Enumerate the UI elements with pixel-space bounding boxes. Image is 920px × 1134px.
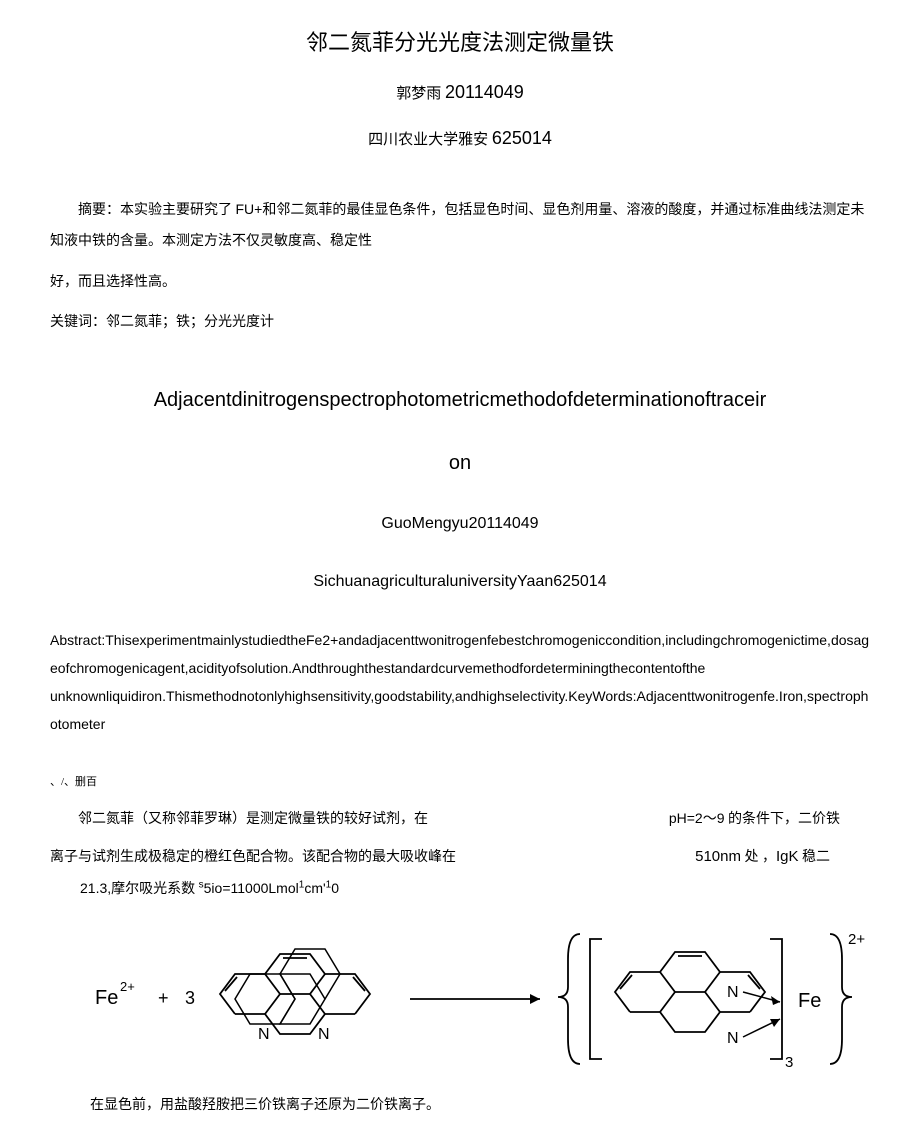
title-en-line1: Adjacentdinitrogenspectrophotometricmeth… [50,389,870,412]
keywords-text: 邻二氮菲；铁；分光光度计 [106,315,274,330]
cm: cm' [304,880,325,896]
abstract-fu: FU+ [236,201,263,217]
affiliation-text: 四川农业大学雅安 [368,132,488,148]
ph-suffix: 的条件下，二价铁 [725,812,841,827]
right-brace [830,934,852,1064]
affiliation-line: 四川农业大学雅安 625014 [50,128,870,149]
abstract-cn: 摘要：本实验主要研究了 FU+和邻二氮菲的最佳显色条件，包括显色时间、显色剂用量… [50,194,870,258]
abstract-en: Abstract:ThisexperimentmainlystudiedtheF… [50,626,870,738]
abstract-text-3: 好，而且选择性高。 [50,275,176,290]
chemical-equation: Fe 2+ + 3 N N [50,919,870,1079]
body-row1-left: 邻二氮菲（又称邻菲罗琳）是测定微量铁的较好试剂，在 [50,806,428,834]
abstract-label: 摘要： [78,203,120,218]
body-text: 邻二氮菲（又称邻菲罗琳）是测定微量铁的较好试剂，在 pH=2〜9 的条件下，二价… [50,804,870,904]
abstract-text-1: 本实验主要研究了 [120,203,232,218]
fe-reactant: Fe [95,987,118,1009]
product-subscript: 3 [785,1054,793,1071]
body-row3: 21.3,摩尔吸光系数 s5io=11000Lmol1cm'10 [50,874,870,904]
arrow-head [530,994,540,1004]
abstract-cn-cont: 好，而且选择性高。 [50,268,870,299]
svg-text:N: N [727,1030,739,1047]
fe-charge: 2+ [120,979,135,994]
wen: 稳二 [799,850,831,865]
svg-text:N: N [258,1026,270,1043]
abstract-en-2: unknownliquidiron.Thismethodnotonlyhighs… [50,688,868,732]
wavelength: 510nm [695,848,741,865]
author-name: 郭梦雨 [396,86,441,102]
svg-text:N: N [318,1026,330,1043]
body-row2-left: 离子与试剂生成极稳定的橙红色配合物。该配合物的最大吸收峰在 [50,844,456,872]
svg-text:N: N [727,984,739,1001]
title-main: 邻二氮菲分光光度法测定微量铁 [50,25,870,57]
affiliation-code: 625014 [492,128,552,148]
affiliation-en: SichuanagriculturaluniversityYaan625014 [50,573,870,591]
left-bracket [590,939,602,1059]
three-coeff: 3 [185,988,195,1008]
left-brace [558,934,580,1064]
zero: 0 [331,880,339,896]
chu: 处 ， [741,850,776,865]
ph-range: pH=2〜9 [669,810,725,826]
body-row2-right: 510nm 处 ，IgK 稳二 [695,842,870,872]
abstract-en-1: Abstract:ThisexperimentmainlystudiedtheF… [50,632,869,676]
coef-formula: 5io=11000Lmol [204,880,299,896]
phen-product: N N [615,952,780,1047]
final-line: 在显色前，用盐酸羟胺把三价铁离子还原为二价铁离子。 [50,1094,870,1114]
small-heading: 、/、删百 [50,773,870,789]
coef-prefix: 21.3,摩尔吸光系数 [80,880,195,896]
keywords-cn: 关键词：邻二氮菲；铁；分光光度计 [50,308,870,339]
fe-product: Fe [798,990,821,1012]
keywords-label: 关键词： [50,315,106,330]
body-row1-right: pH=2〜9 的条件下，二价铁 [669,804,870,834]
title-en-line2: on [50,452,870,475]
plus-sign: + [158,988,169,1008]
product-charge: 2+ [848,931,865,948]
author-en: GuoMengyu20114049 [50,515,870,533]
author-line: 郭梦雨 20114049 [50,82,870,103]
igk: IgK [776,848,799,865]
author-id: 20114049 [445,82,524,102]
